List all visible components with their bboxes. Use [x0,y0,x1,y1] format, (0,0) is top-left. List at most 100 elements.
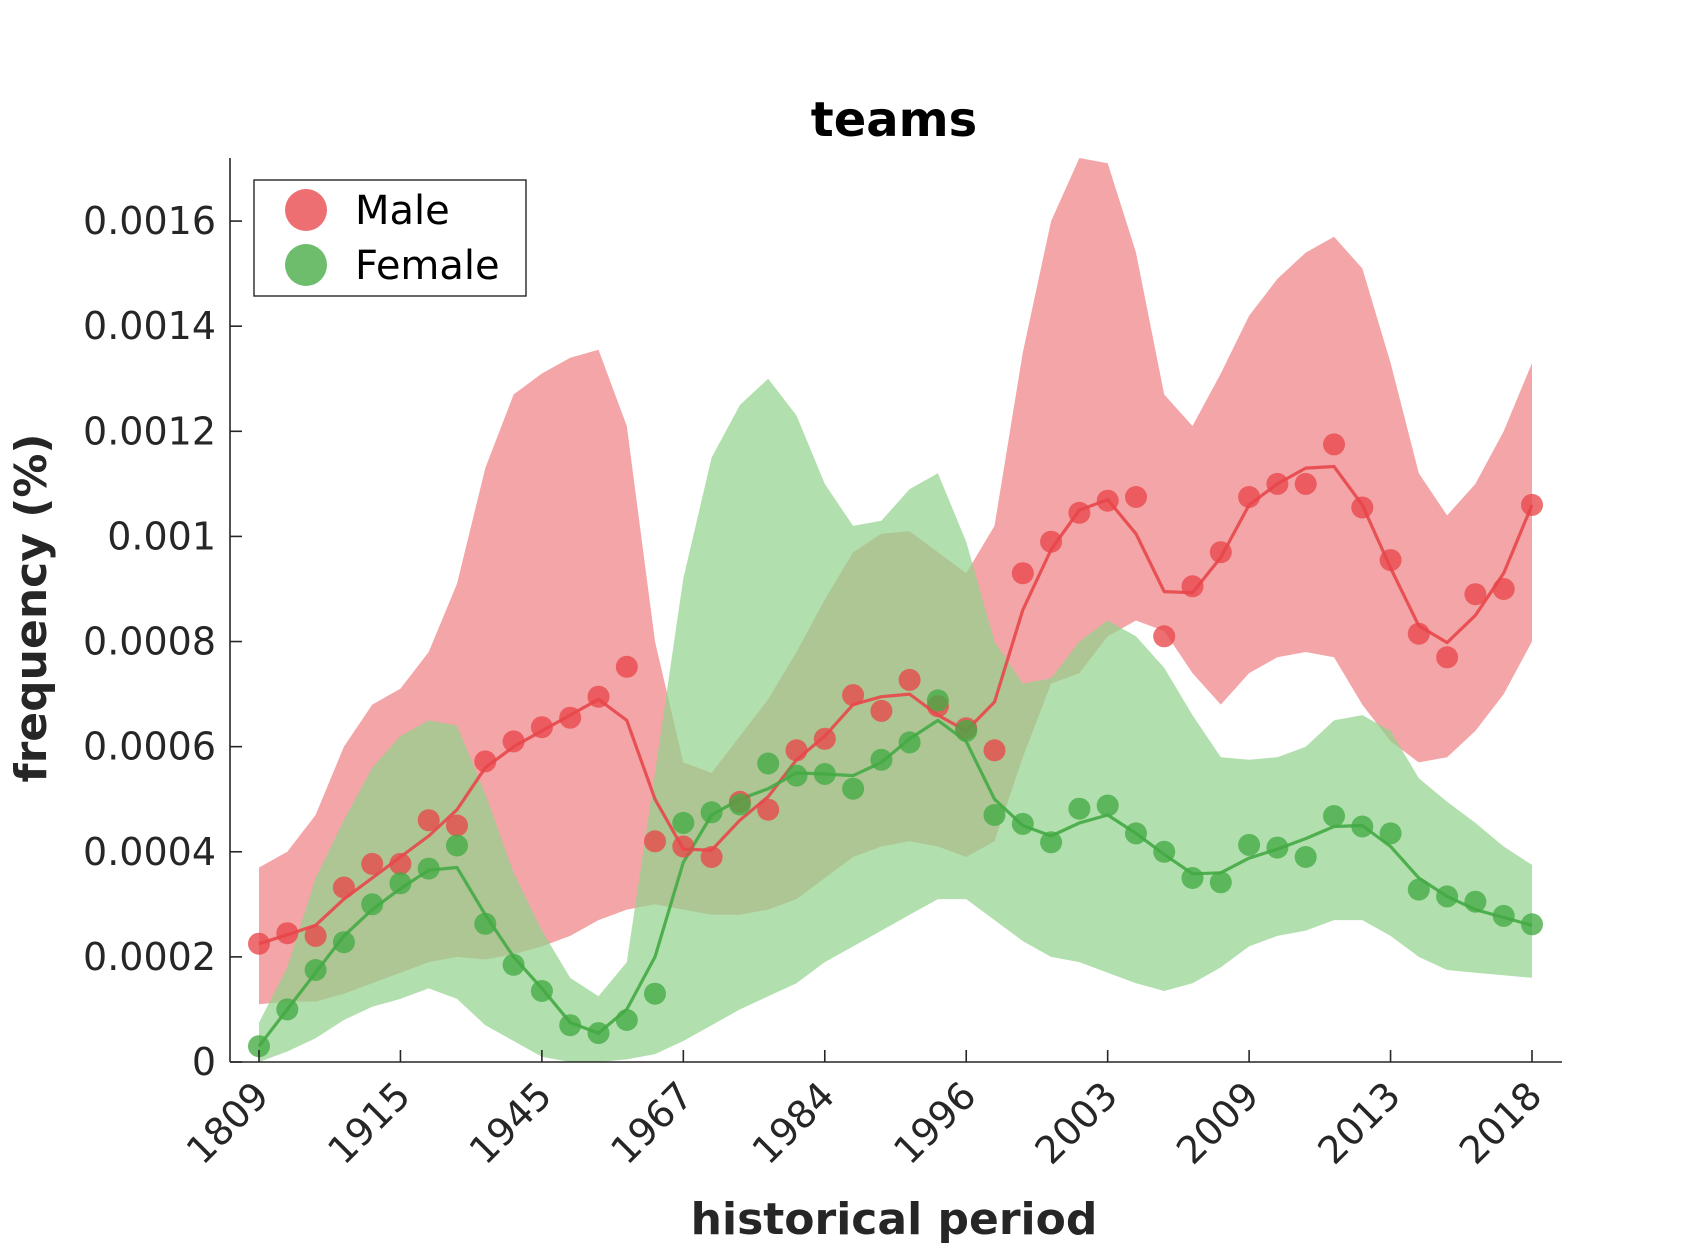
chart-title: teams [811,92,977,148]
y-tick-label: 0.001 [107,514,216,558]
female-data-point [1181,867,1204,889]
female-data-point [502,953,525,976]
male-data-point [1238,486,1261,508]
female-data-point [1351,815,1374,838]
female-data-point [248,1035,270,1058]
data-points [248,433,1543,1058]
female-data-point [474,912,497,935]
female-data-point [304,959,327,981]
legend-female-label: Female [355,243,500,289]
male-data-point [1294,472,1317,495]
female-data-point [1294,846,1317,868]
female-data-point [1011,812,1034,835]
female-data-point [926,689,949,712]
male-data-point [304,924,327,947]
male-data-point [1181,575,1204,598]
male-data-point [446,814,468,837]
female-data-point [1096,794,1119,817]
male-data-point [1040,530,1063,553]
male-data-point [1209,541,1232,564]
female-data-point [615,1009,638,1031]
female-data-point [1125,822,1147,845]
y-tick-label: 0.0006 [83,725,216,769]
male-data-point [842,684,865,707]
female-data-point [276,998,299,1021]
female-data-point [842,777,865,800]
male-data-point [785,739,808,762]
female-data-point [672,811,695,834]
female-data-point [644,982,666,1005]
female-data-point [1492,904,1515,927]
confidence-bands [259,158,1532,1062]
male-data-point [757,798,780,821]
y-tick-label: 0.0016 [83,199,216,243]
male-data-point [332,876,355,899]
female-data-point [728,793,751,816]
female-data-point [870,748,893,771]
y-tick-label: 0.0012 [83,409,216,453]
female-data-point [559,1014,582,1037]
male-trend-line [258,464,1534,946]
male-data-point [417,809,440,832]
female-data-point [361,893,384,916]
female-data-point [983,804,1006,826]
female-data-point [1068,797,1091,820]
female-data-point [1407,878,1430,901]
male-data-point [1011,562,1034,585]
female-data-point [700,801,723,824]
y-tick-label: 0.0014 [83,304,216,348]
male-data-point [474,750,497,773]
female-data-point [1266,836,1289,859]
male-data-point [644,830,666,853]
male-data-point [248,932,270,955]
female-data-point [1521,913,1543,936]
male-data-point [1096,489,1119,512]
y-axis-title: frequency (%) [6,433,57,782]
female-data-point [530,980,553,1002]
female-data-point [1153,840,1176,863]
female-data-point [1238,833,1261,856]
male-data-point [559,706,582,729]
x-axis-title: historical period [691,1194,1098,1245]
y-tick-label: 0.0008 [83,620,216,664]
male-data-point [1407,622,1430,645]
male-data-point [898,668,921,691]
male-data-point [1068,501,1091,524]
y-tick-label: 0.0004 [83,830,216,874]
male-data-point [1492,578,1515,600]
male-data-point [700,846,723,868]
female-data-point [417,857,440,880]
male-data-point [587,685,610,708]
female-data-point [446,834,468,857]
male-data-point [1436,646,1459,669]
male-data-point [361,852,384,875]
y-tick-label: 0 [192,1040,216,1084]
female-data-point [813,763,836,785]
female-data-point [587,1022,610,1045]
female-data-point [1209,871,1232,894]
female-data-point [1379,822,1402,845]
male-data-point [870,699,893,722]
male-data-point [983,739,1006,762]
male-data-point [1125,486,1147,508]
male-data-point [813,727,836,750]
female-data-point [1436,885,1459,908]
female-data-point [757,752,780,775]
male-data-point [1351,496,1374,519]
legend-male-marker [285,189,327,231]
legend: Male Female [253,179,527,297]
female-data-point [1464,890,1487,913]
male-data-point [672,835,695,858]
female-trend-line [257,718,1533,1048]
female-data-point [332,931,355,954]
female-data-point [389,872,412,895]
male-data-point [1464,583,1487,606]
male-data-point [276,922,299,945]
female-data-point [1040,831,1063,854]
legend-female-marker [285,244,327,286]
male-data-point [1521,493,1543,516]
trend-lines [257,464,1534,1048]
legend-male-label: Male [355,188,450,234]
female-data-point [785,764,808,787]
